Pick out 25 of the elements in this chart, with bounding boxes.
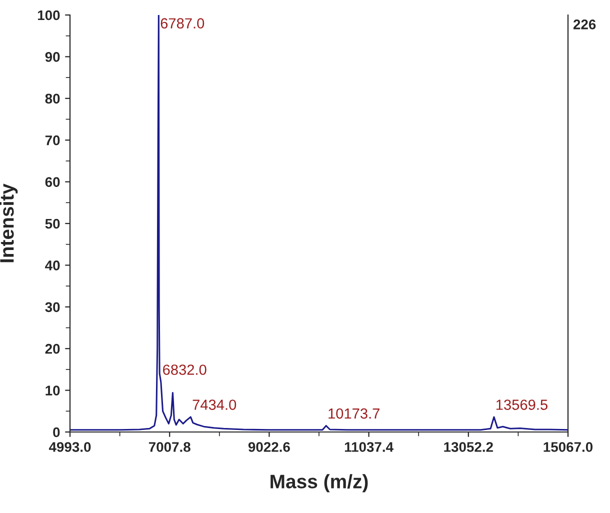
y-tick-label: 10 — [46, 386, 60, 396]
annotation: 6832.0 — [163, 364, 206, 375]
y-tick-label: 60 — [45, 177, 60, 187]
annotation: 6787.0 — [160, 18, 204, 28]
y-tick-label: 30 — [45, 302, 60, 312]
annotation: 10173.7 — [328, 408, 380, 419]
annotation: 13569.5 — [496, 400, 548, 410]
y-tick-label: 20 — [45, 344, 60, 354]
annotation: 7434.0 — [192, 400, 236, 410]
x-tick-label: 4993.0 — [48, 442, 91, 452]
text: 226 — [573, 20, 596, 30]
x-tick-label: 9022.6 — [248, 442, 290, 452]
y-tick-label: 50 — [45, 218, 60, 229]
y-tick-label: 90 — [45, 52, 60, 62]
y-tick-label: 0 — [53, 427, 60, 438]
x-tick-label: 15067.0 — [544, 442, 593, 452]
y-tick-label: 70 — [45, 135, 60, 146]
x-tick-label: 11037.4 — [344, 442, 394, 452]
y-axis-title: Intensity — [0, 184, 18, 262]
y-tick-label: 40 — [45, 260, 60, 270]
x-axis-title: Mass (m/z) — [270, 474, 368, 492]
y-tick-label: 100 — [38, 10, 60, 20]
x-tick-label: 13052.2 — [444, 442, 493, 452]
x-tick-label: 7007.8 — [148, 442, 190, 452]
y-tick-label: 80 — [45, 94, 60, 104]
